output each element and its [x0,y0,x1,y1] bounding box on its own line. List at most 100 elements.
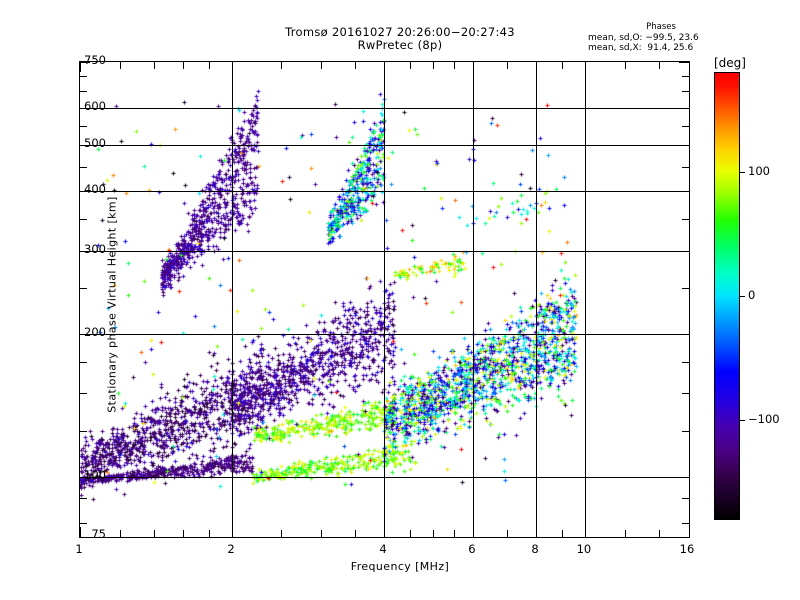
axis-tick [507,530,508,537]
axis-tick [209,530,210,537]
axis-tick [183,530,184,537]
figure-title-line1: Tromsø 20161027 20:26:00−20:27:43 [285,25,515,39]
axis-tick [281,62,282,69]
gridline-horizontal [80,145,689,146]
colorbar-tick-label: 0 [748,288,756,302]
axis-tick [679,145,689,146]
x-tick-label: 16 [679,542,695,556]
axis-tick [433,530,434,537]
x-tick-label: 8 [531,542,539,556]
axis-tick [355,62,356,69]
gridline-vertical [536,62,537,537]
axis-tick [80,108,90,109]
axis-tick [585,527,586,537]
axis-tick [682,288,689,289]
axis-tick [679,191,689,192]
axis-tick [433,62,434,69]
axis-tick [80,498,87,499]
gridline-vertical [232,62,233,537]
axis-tick [679,62,689,63]
colorbar-unit-label: [deg] [714,56,746,70]
gridline-horizontal [80,108,689,109]
axis-tick [682,126,689,127]
colorbar-tick-mark [740,296,745,297]
axis-tick [80,126,87,127]
axis-tick [679,477,689,478]
axis-tick [682,219,689,220]
axis-tick [454,530,455,537]
axis-tick [80,393,87,394]
axis-tick [682,91,689,92]
axis-tick [80,62,81,72]
axis-tick [321,62,322,69]
axis-tick [536,62,537,72]
axis-tick [454,62,455,69]
phase-stats-block: Phases mean, sd,O: −99.5, 23.6 mean, sd,… [588,22,778,54]
axis-tick [682,498,689,499]
axis-tick [80,62,90,63]
axis-tick [209,62,210,69]
plot-area: Stationary phase Virtual Height [km] [79,61,690,538]
y-tick-label: 200 [84,325,106,340]
colorbar-tick-mark [740,172,745,173]
y-tick-label: 100 [84,467,106,482]
figure-title-line2: RwPretec (8p) [357,38,443,52]
axis-tick [682,523,689,524]
phase-stats-x-mode: mean, sd,X: 91.4, 25.6 [588,43,694,53]
gridline-vertical [384,62,385,537]
gridline-horizontal [80,334,689,335]
phase-stats-o-mode: mean, sd,O: −99.5, 23.6 [588,32,699,43]
axis-tick [507,62,508,69]
x-tick-label: 2 [227,542,235,556]
y-tick-label: 300 [84,241,106,256]
axis-tick [536,527,537,537]
gridline-horizontal [80,251,689,252]
figure-title: Tromsø 20161027 20:26:00−20:27:43 RwPret… [140,26,660,52]
axis-tick [410,530,411,537]
gridline-horizontal [80,477,689,478]
colorbar-tick-mark [740,420,745,421]
axis-tick [682,393,689,394]
axis-tick [80,523,87,524]
gridline-horizontal [80,191,689,192]
y-tick-label: 750 [84,53,106,67]
axis-tick [80,431,87,432]
axis-tick [679,108,689,109]
axis-tick [232,62,233,72]
axis-tick [562,530,563,537]
x-axis-label: Frequency [MHz] [350,560,450,573]
axis-tick [80,362,87,363]
axis-tick [80,91,87,92]
axis-tick [183,62,184,69]
colorbar-tick-label: −100 [748,412,780,426]
y-tick-label: 75 [91,527,106,541]
y-tick-label: 500 [84,136,106,151]
y-axis-label: Stationary phase Virtual Height [km] [105,196,119,413]
x-tick-label: 4 [379,542,387,556]
axis-tick [384,62,385,72]
plot-inner [80,62,689,537]
axis-tick [682,362,689,363]
axis-tick [120,62,121,69]
axis-tick [384,527,385,537]
axis-tick [80,219,87,220]
axis-tick [679,251,689,252]
y-tick-label: 600 [84,98,106,113]
axis-tick [154,62,155,69]
axis-tick [625,62,626,69]
axis-tick [473,527,474,537]
axis-tick [80,288,87,289]
axis-tick [80,145,90,146]
axis-tick [562,62,563,69]
axis-tick [80,167,87,168]
colorbar-gradient [714,72,740,520]
axis-tick [80,76,87,77]
axis-tick [585,62,586,72]
axis-tick [80,334,90,335]
axis-tick [232,527,233,537]
axis-tick [355,530,356,537]
axis-tick [659,530,660,537]
axis-tick [321,530,322,537]
axis-tick [80,477,90,478]
